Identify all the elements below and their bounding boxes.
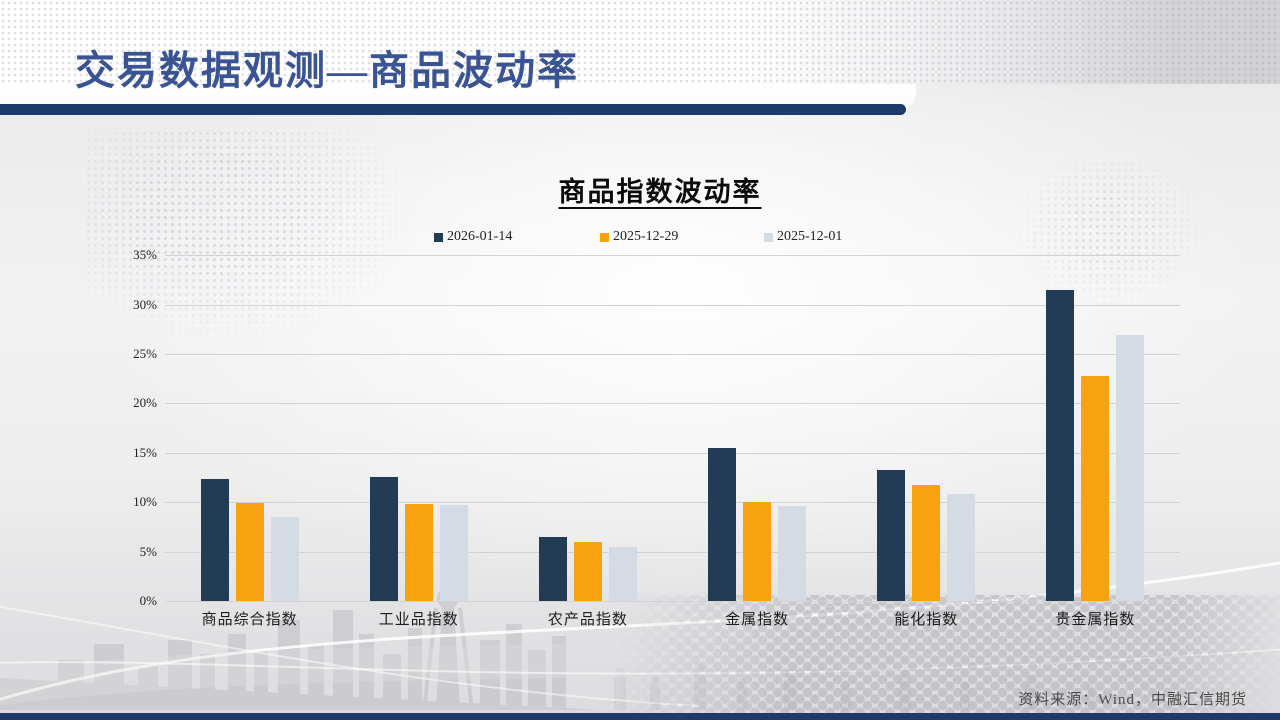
dotted-world-map-decoration	[85, 130, 415, 345]
data-source-note: 资料来源：Wind，中融汇信期货	[1018, 692, 1247, 708]
bar	[439, 505, 468, 601]
y-axis-tick-label: 30%	[133, 296, 157, 312]
bar	[1116, 335, 1145, 601]
legend-label: 2026-01-14	[447, 229, 513, 244]
bar	[235, 503, 264, 601]
legend-label: 2025-12-29	[613, 229, 679, 244]
dot-grid-pattern	[0, 0, 1280, 84]
bar	[1081, 375, 1110, 601]
legend-label: 2025-12-01	[777, 229, 843, 244]
gridline	[165, 304, 1180, 306]
gridline	[165, 551, 1180, 553]
legend-swatch	[764, 233, 773, 242]
y-axis-tick-label: 0%	[139, 593, 157, 608]
x-category-label: 农产品指数	[547, 612, 628, 628]
chart-title: 商品指数波动率	[558, 177, 762, 207]
y-axis-tick-label: 35%	[133, 247, 157, 263]
bar	[608, 546, 637, 601]
page-title: 交易数据观测—商品波动率	[75, 48, 579, 93]
y-axis-tick-label: 25%	[133, 346, 157, 362]
dotted-world-map-decoration	[1010, 160, 1210, 310]
bar	[912, 485, 941, 601]
gridline	[165, 601, 1180, 602]
title-underline-bar	[0, 104, 906, 115]
gridline	[165, 354, 1180, 356]
footer-accent-bar	[0, 713, 1280, 720]
bar	[708, 447, 737, 601]
gridline	[165, 403, 1180, 405]
x-category-label: 金属指数	[725, 612, 790, 628]
y-axis-tick-label: 10%	[133, 494, 157, 510]
bar	[877, 469, 906, 601]
gridline	[165, 502, 1180, 504]
y-axis-tick-label: 5%	[139, 543, 157, 559]
bar	[1046, 289, 1075, 601]
x-category-label: 能化指数	[894, 612, 959, 628]
x-category-label: 贵金属指数	[1055, 612, 1136, 628]
bar	[270, 517, 299, 601]
y-axis-tick-label: 20%	[133, 395, 157, 411]
bar	[947, 494, 976, 601]
legend-swatch	[600, 233, 609, 242]
bar	[778, 506, 807, 601]
bar	[404, 504, 433, 601]
bar	[538, 536, 567, 601]
y-axis-tick-label: 15%	[133, 444, 157, 460]
x-category-label: 工业品指数	[378, 612, 459, 628]
bar	[369, 476, 398, 601]
bar	[743, 502, 772, 601]
bar	[200, 478, 229, 601]
gridline	[165, 255, 1180, 257]
slide-header-band	[0, 0, 1280, 84]
bar	[573, 541, 602, 601]
x-category-label: 商品综合指数	[201, 612, 298, 628]
legend-swatch	[434, 233, 443, 242]
gridline	[165, 452, 1180, 454]
